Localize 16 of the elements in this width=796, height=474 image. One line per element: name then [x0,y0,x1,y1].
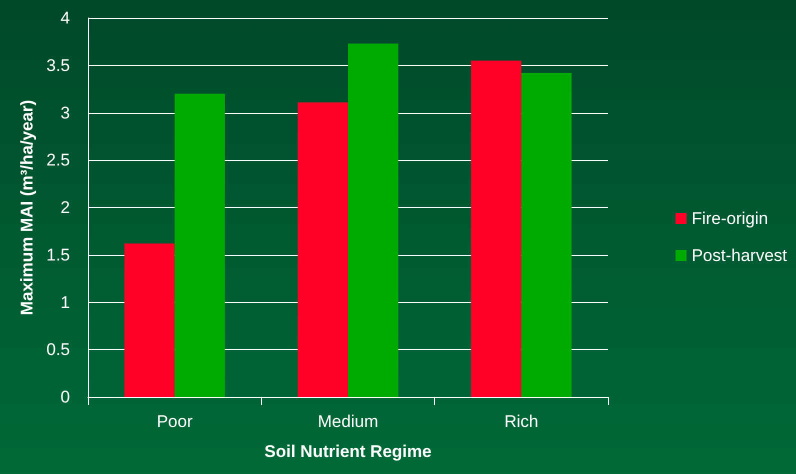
legend-label: Post-harvest [692,246,788,265]
x-tick-label: Rich [504,412,538,431]
x-axis-title: Soil Nutrient Regime [264,442,432,461]
y-tick-label: 1.5 [46,245,70,264]
x-tick-label: Medium [318,412,378,431]
y-tick-label: 3 [60,103,70,122]
y-tick-label: 4 [60,8,70,28]
y-tick-label: 2.5 [46,150,70,170]
y-tick-label: 0 [60,388,70,406]
y-tick-label: 1 [60,292,70,312]
y-tick-label: 3.5 [46,56,70,75]
x-tick-label: Poor [156,412,193,431]
y-tick-label: 0.5 [46,340,70,360]
y-axis-title: Maximum MAI (m³/ha/year) [17,100,36,316]
y-tick-label: 2 [60,198,70,217]
legend-label: Fire-origin [692,209,768,228]
